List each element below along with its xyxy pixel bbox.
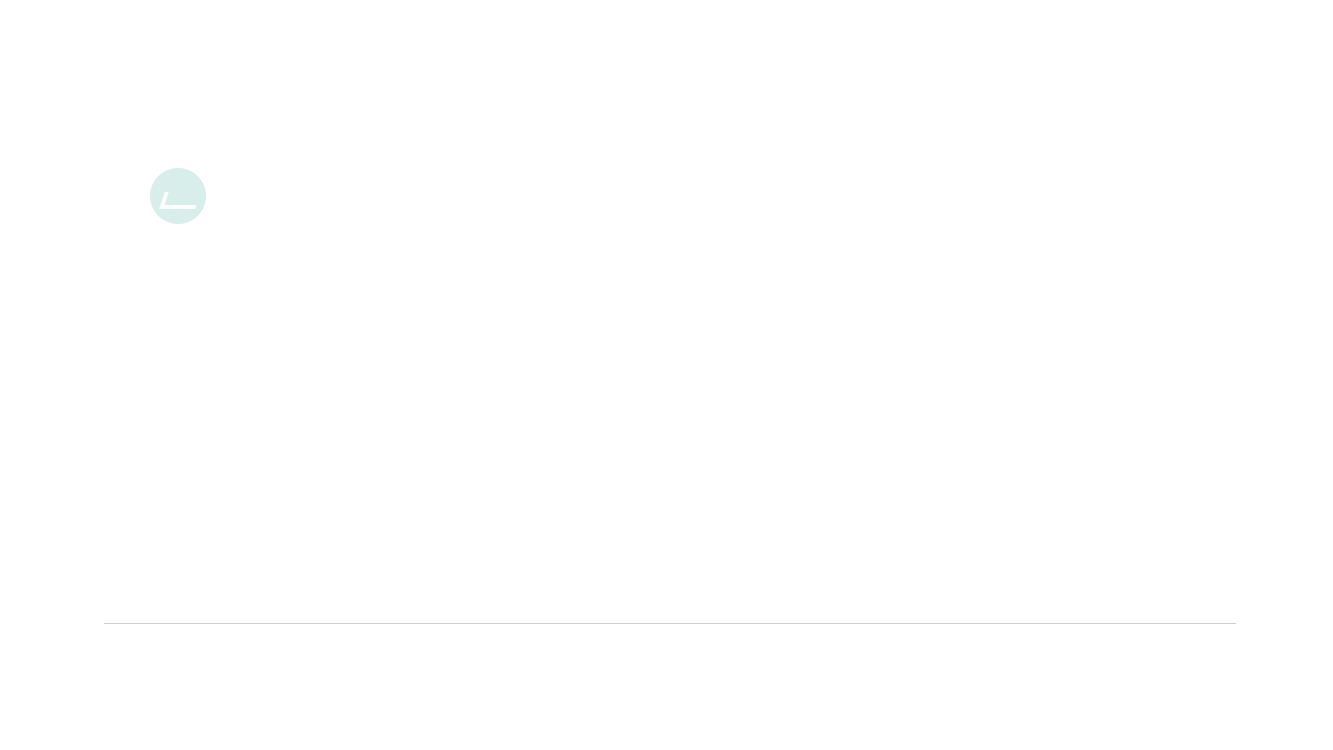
- net-export-bar-plot: [104, 348, 1236, 623]
- price-panel: [104, 79, 1236, 345]
- price-series-plot: [104, 79, 1236, 345]
- net-export-panel: [104, 348, 1236, 623]
- x-axis-line: [104, 623, 1236, 624]
